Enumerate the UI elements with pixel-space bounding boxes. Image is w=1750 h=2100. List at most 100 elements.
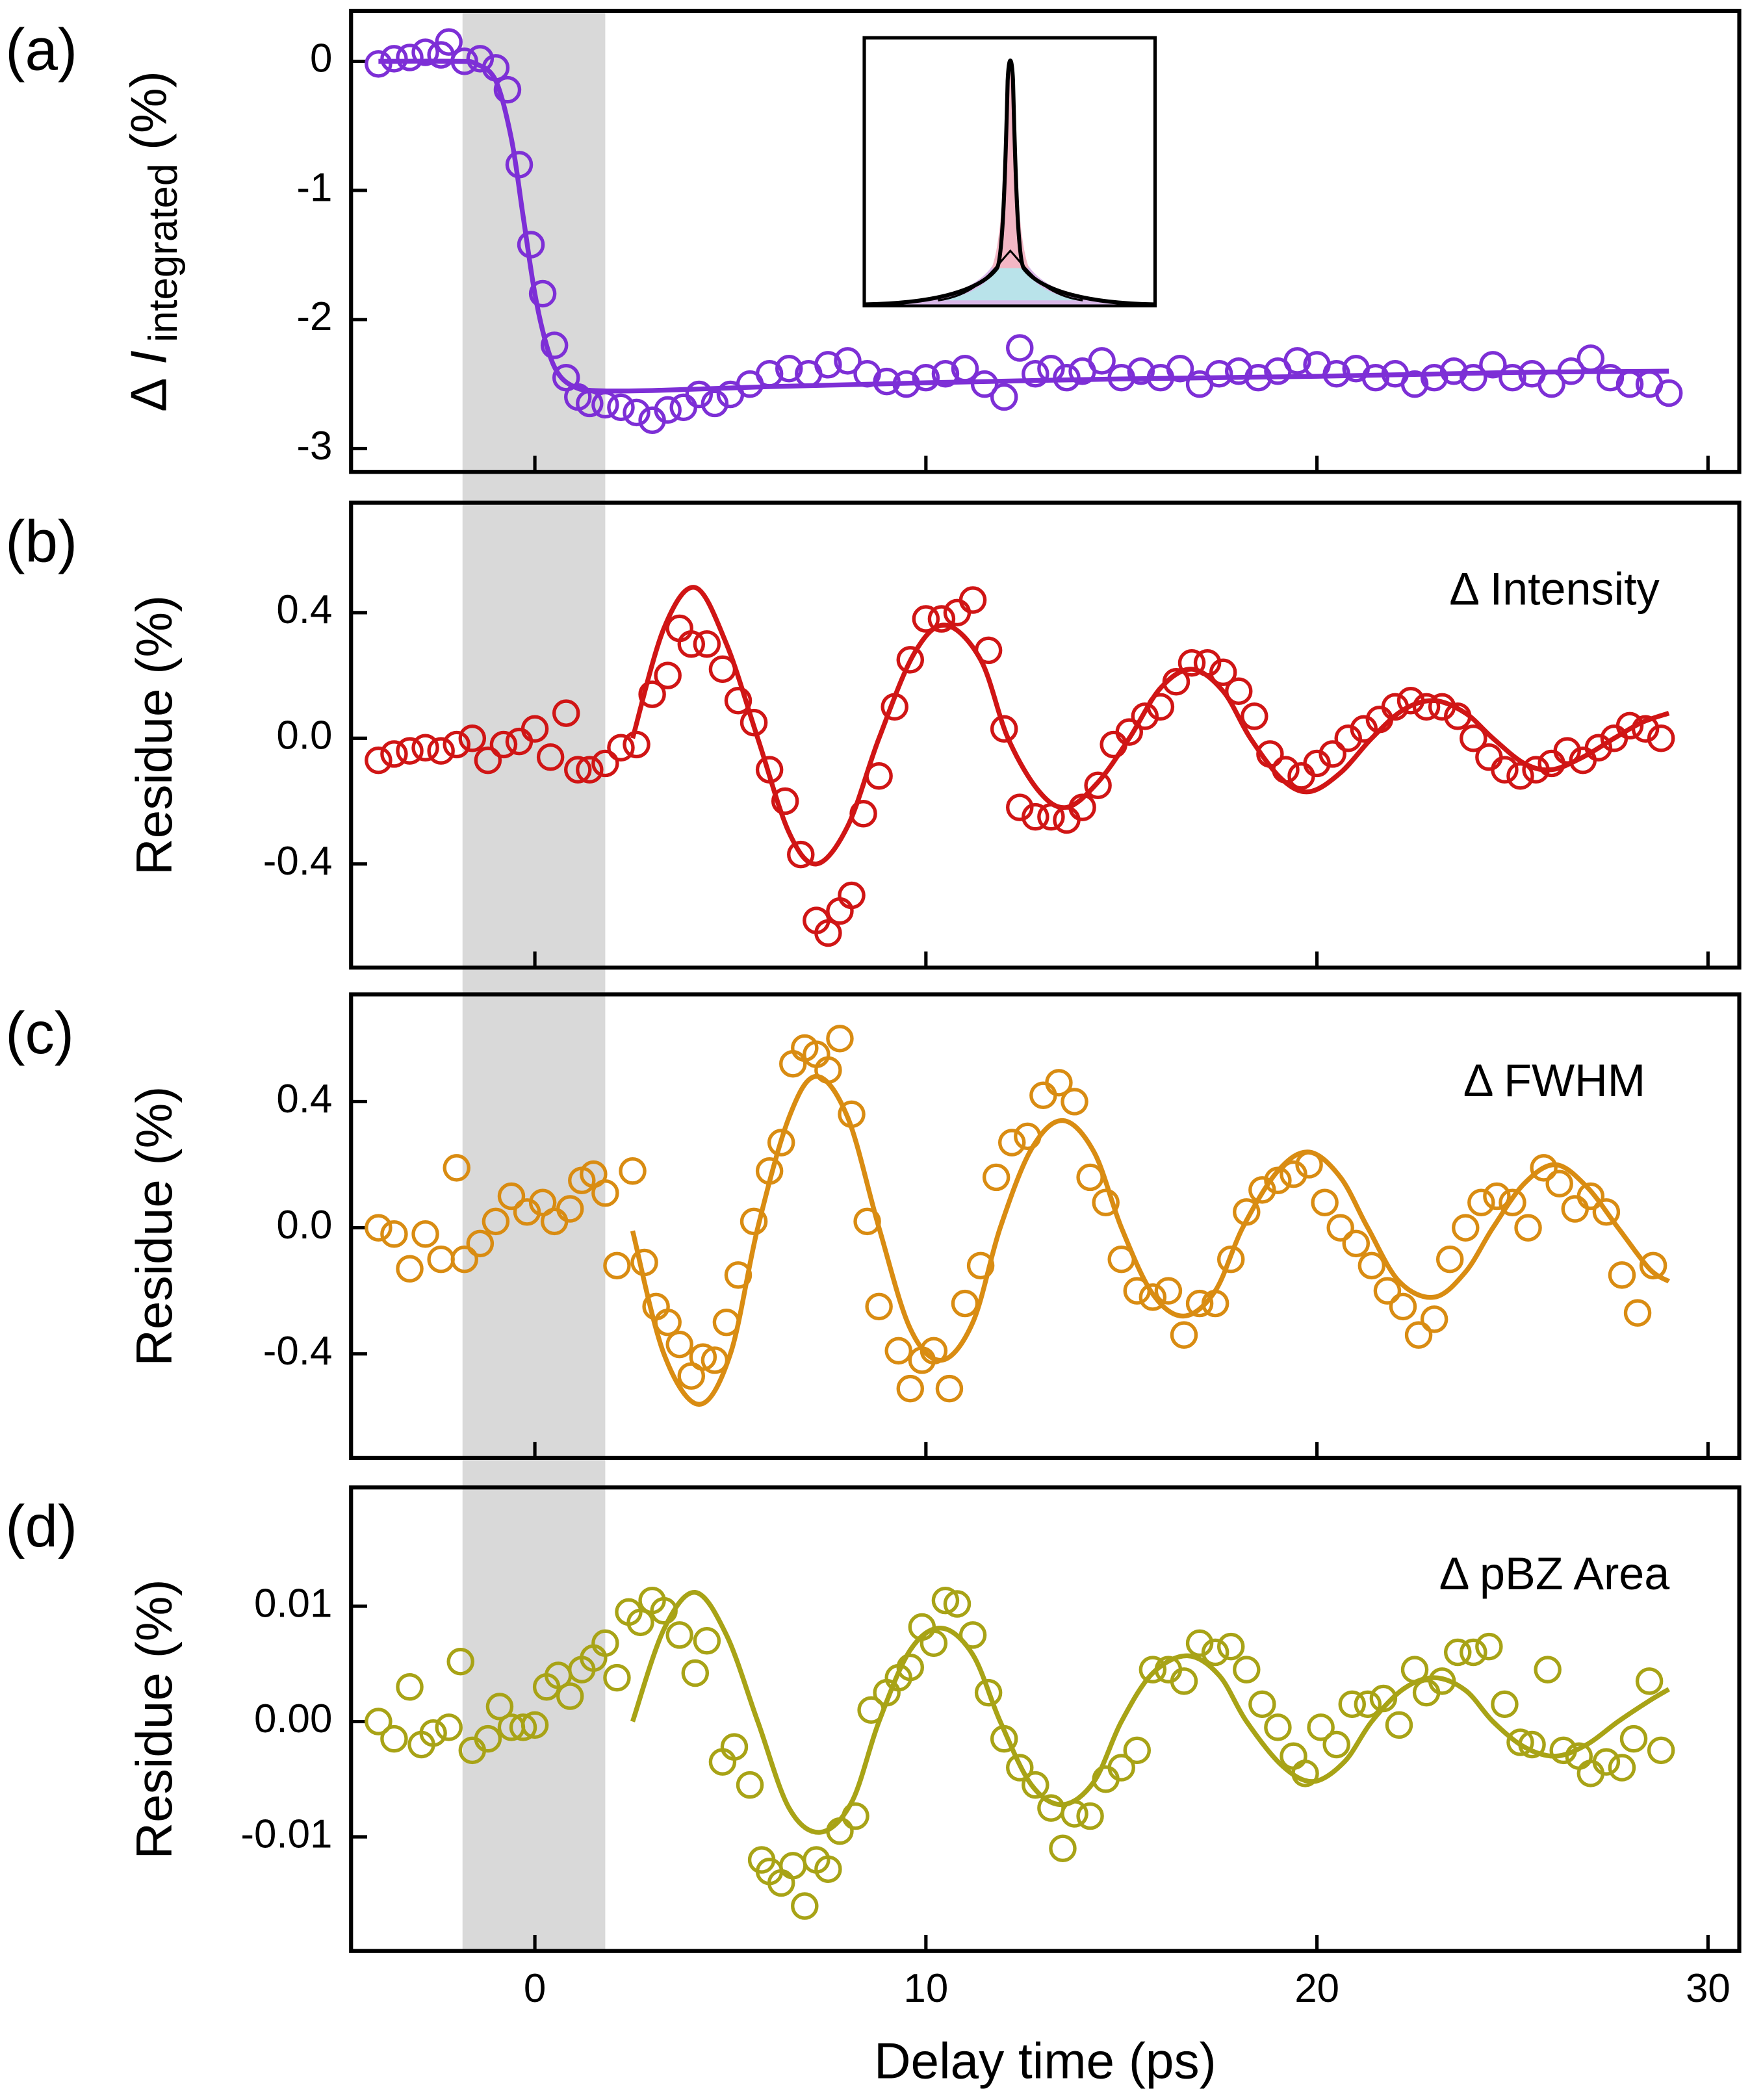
data-point [1022, 802, 1049, 831]
data-point [1053, 806, 1081, 834]
fit-line [630, 585, 1670, 867]
data-point [603, 1663, 631, 1692]
data-point [1615, 711, 1644, 740]
data-point [1389, 1292, 1417, 1321]
data-point [1264, 1713, 1292, 1741]
data-point [607, 734, 635, 762]
data-point [1545, 1170, 1573, 1197]
y-tick-label: 0.4 [276, 1077, 332, 1121]
data-point [623, 730, 650, 759]
data-point [814, 1855, 842, 1883]
data-point [1561, 1195, 1589, 1223]
data-point [365, 1214, 392, 1242]
y-tick-label: -3 [296, 424, 332, 468]
data-point [896, 1374, 925, 1403]
data-point [1283, 347, 1311, 375]
y-tick-label: -0.4 [263, 839, 333, 884]
data-point [1170, 1667, 1198, 1695]
data-point [1342, 1229, 1370, 1258]
data-point [1326, 1214, 1354, 1242]
data-point [779, 1049, 807, 1078]
data-point [990, 383, 1018, 411]
y-tick-label: -2 [296, 294, 332, 339]
data-point [1530, 1154, 1558, 1182]
data-point [771, 787, 799, 815]
data-point [1006, 1754, 1034, 1782]
data-point [1334, 724, 1362, 752]
y-tick-label: 0.0 [276, 713, 332, 758]
data-point [509, 1713, 537, 1741]
panel: 0.4 0.0 -0.4 (b) Residue (%) Δ Intensity [5, 500, 1742, 970]
data-point [365, 746, 392, 775]
highlight-layer [462, 10, 606, 1951]
data-point [865, 1292, 893, 1321]
data-point [943, 598, 972, 627]
plot-frame [349, 1485, 1742, 1953]
data-point [701, 389, 729, 418]
data-point [935, 1374, 964, 1403]
plot-frame [349, 500, 1742, 970]
data-point [1404, 1321, 1433, 1349]
data-point [497, 1182, 526, 1210]
data-point [1514, 1214, 1542, 1242]
data-point [1479, 351, 1507, 379]
data-point [591, 749, 619, 778]
x-tick-label: 20 [1294, 1966, 1339, 2011]
data-point [396, 1255, 424, 1283]
data-point [1225, 677, 1253, 705]
inset-mid-area [938, 251, 1083, 301]
data-point [1131, 702, 1159, 730]
data-point [380, 740, 408, 768]
data-point [626, 1608, 654, 1637]
fit-line [378, 58, 1669, 394]
data-point [1385, 1711, 1413, 1739]
y-tick-label: 0.00 [254, 1697, 332, 1741]
data-point [1170, 1321, 1198, 1349]
data-point [791, 1892, 819, 1920]
data-point [380, 1724, 408, 1753]
data-point [380, 45, 408, 73]
data-point [443, 730, 470, 759]
data-point [1435, 1245, 1464, 1274]
data-point [974, 1678, 1003, 1707]
data-point [966, 1251, 995, 1280]
data-point [1623, 1299, 1652, 1327]
data-point [1088, 347, 1116, 375]
data-point [1280, 1160, 1307, 1188]
y-tick-label: -0.4 [263, 1329, 333, 1374]
data-point [1350, 715, 1378, 743]
data-point [654, 1308, 682, 1337]
data-point [997, 1129, 1026, 1157]
data-point [1139, 1283, 1167, 1311]
data-point [1029, 1081, 1057, 1109]
y-axis-label: Residue (%) [125, 595, 183, 875]
data-point [834, 347, 862, 375]
data-point [693, 630, 721, 658]
data-point [982, 1163, 1010, 1192]
data-point [931, 359, 960, 388]
data-point [1233, 1656, 1261, 1684]
data-point [1139, 1656, 1167, 1684]
data-point [521, 715, 549, 743]
data-point [814, 351, 842, 379]
data-point [1576, 344, 1605, 372]
data-point [931, 1586, 960, 1615]
data-point [1584, 734, 1613, 762]
data-point [896, 646, 925, 674]
data-point [689, 1343, 717, 1371]
data-point [1499, 363, 1526, 392]
data-point [1307, 1713, 1335, 1741]
data-point [665, 1330, 693, 1359]
data-point [556, 1195, 584, 1223]
data-point [724, 1261, 753, 1289]
y-tick-label: -1 [296, 165, 332, 210]
inset-envelope [866, 58, 1154, 307]
data-point [1166, 355, 1194, 383]
data-point [489, 730, 518, 759]
y-axis-label: Residue (%) [125, 1086, 183, 1366]
data-point [884, 1337, 912, 1365]
data-point [1022, 1771, 1049, 1799]
data-point [1491, 1690, 1519, 1719]
data-point [552, 363, 580, 392]
